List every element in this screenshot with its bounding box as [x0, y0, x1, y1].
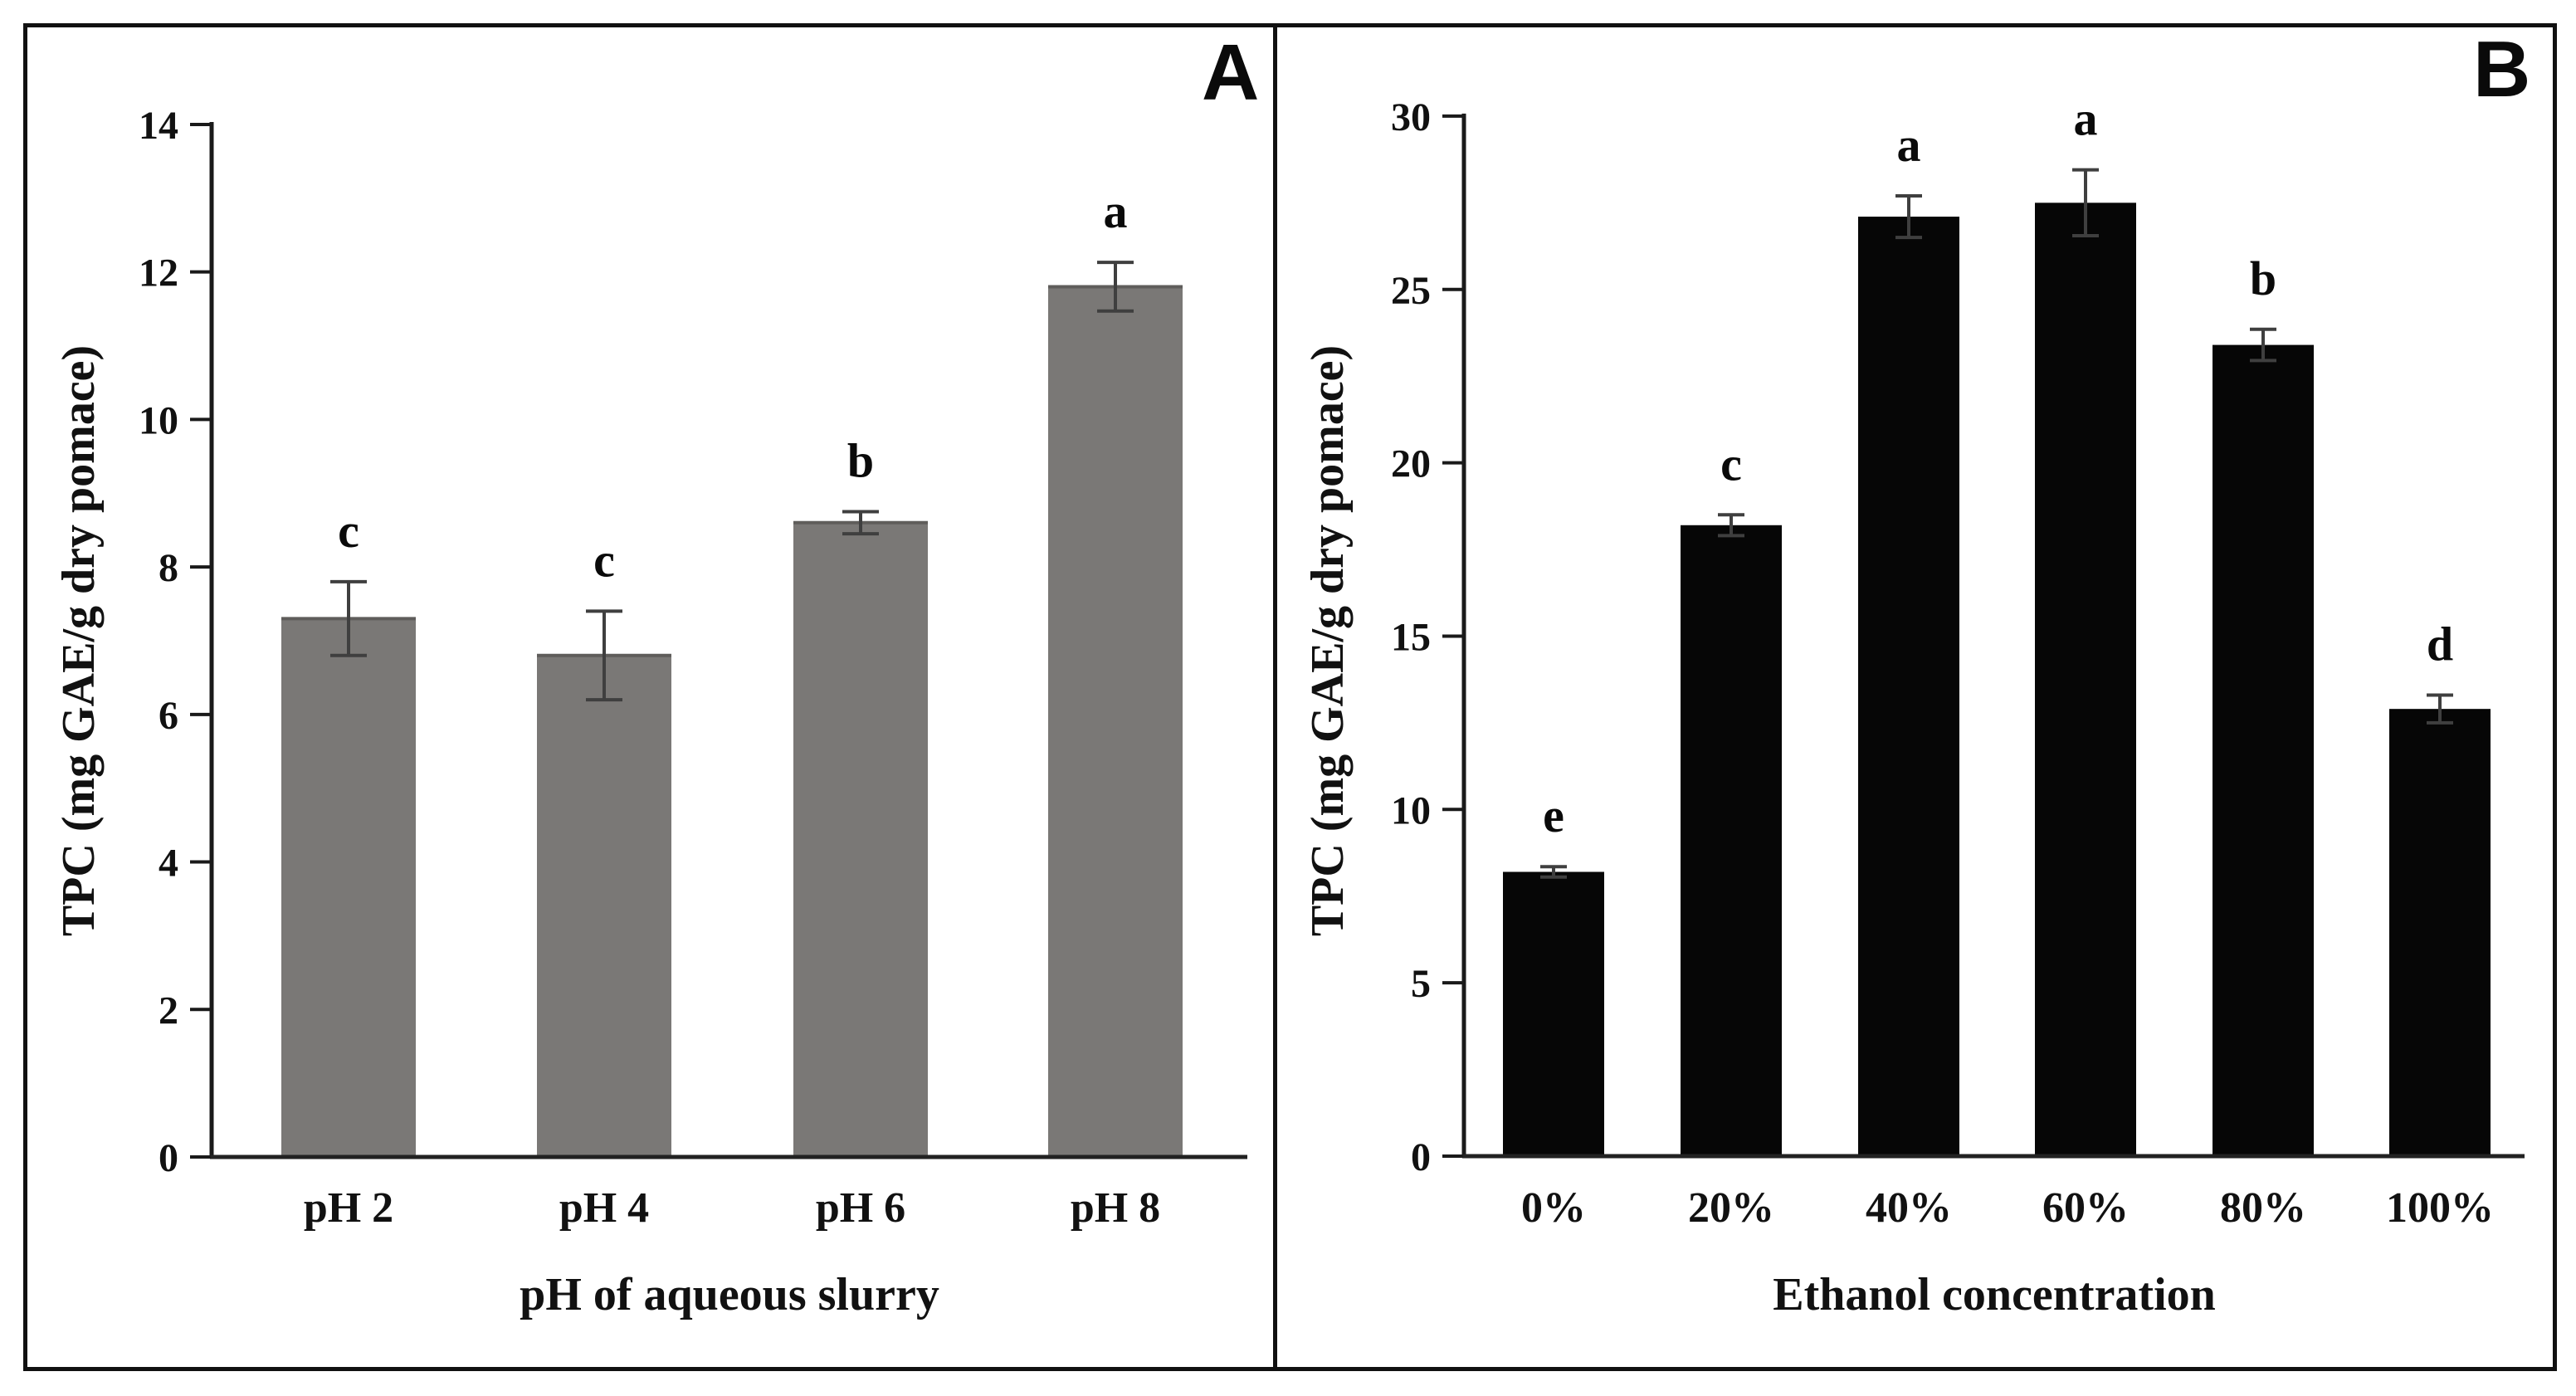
- significance-letter: b: [847, 433, 874, 487]
- bar-b-1: [1681, 525, 1782, 1156]
- x-category-label: 80%: [2220, 1184, 2306, 1232]
- figure-border: [23, 23, 2557, 1371]
- y-tick-label: 30: [1391, 95, 1431, 139]
- y-tick-label: 10: [139, 398, 178, 442]
- bar-a-3: [1048, 286, 1183, 1157]
- significance-letter: d: [2427, 617, 2453, 671]
- significance-letter: c: [1720, 437, 1742, 491]
- x-category-label: pH 8: [1071, 1184, 1160, 1232]
- x-category-label: 40%: [1866, 1184, 1952, 1232]
- y-tick-label: 5: [1411, 962, 1431, 1006]
- y-tick-label: 0: [1411, 1135, 1431, 1179]
- y-tick-label: 0: [159, 1136, 178, 1180]
- bar-b-0: [1503, 871, 1604, 1156]
- bar-b-4: [2213, 344, 2314, 1156]
- y-tick-label: 10: [1391, 788, 1431, 832]
- panel-a-label: A: [1202, 28, 1260, 117]
- bar-a-2: [793, 522, 928, 1157]
- x-category-label: 60%: [2042, 1184, 2129, 1232]
- y-tick-label: 25: [1391, 269, 1431, 313]
- bar-a-1: [537, 655, 671, 1157]
- y-tick-label: 15: [1391, 615, 1431, 659]
- x-category-label: 0%: [1521, 1184, 1586, 1232]
- panel-b-x-axis-title: Ethanol concentration: [1773, 1269, 2216, 1320]
- panel-divider-line: [1273, 23, 1277, 1371]
- y-tick-label: 6: [159, 694, 178, 738]
- y-tick-label: 12: [139, 251, 178, 295]
- x-category-label: 100%: [2386, 1184, 2494, 1232]
- panel-a-x-axis-title: pH of aqueous slurry: [520, 1269, 939, 1320]
- bar-b-3: [2035, 203, 2136, 1157]
- significance-letter: e: [1543, 788, 1564, 842]
- bar-a-0: [281, 618, 416, 1157]
- significance-letter: a: [1104, 184, 1128, 238]
- x-category-label: 20%: [1688, 1184, 1774, 1232]
- bar-b-2: [1858, 217, 1959, 1157]
- significance-letter: c: [593, 533, 615, 587]
- significance-letter: a: [1897, 118, 1921, 172]
- y-tick-label: 2: [159, 988, 178, 1032]
- x-category-label: pH 2: [304, 1184, 393, 1232]
- y-tick-label: 14: [139, 104, 178, 148]
- y-tick-label: 20: [1391, 442, 1431, 486]
- panel-b-label: B: [2473, 25, 2531, 114]
- y-tick-label: 8: [159, 546, 178, 590]
- panel-a-y-axis-title: TPC (mg GAE/g dry pomace): [53, 344, 105, 937]
- significance-letter: a: [2074, 92, 2098, 146]
- bar-b-5: [2389, 709, 2491, 1156]
- significance-letter: b: [2250, 251, 2276, 305]
- y-tick-label: 4: [159, 842, 178, 886]
- panel-b-y-axis-title: TPC (mg GAE/g dry pomace): [1302, 344, 1354, 937]
- significance-letter: c: [338, 504, 359, 558]
- x-category-label: pH 4: [559, 1184, 649, 1232]
- x-category-label: pH 6: [816, 1184, 905, 1232]
